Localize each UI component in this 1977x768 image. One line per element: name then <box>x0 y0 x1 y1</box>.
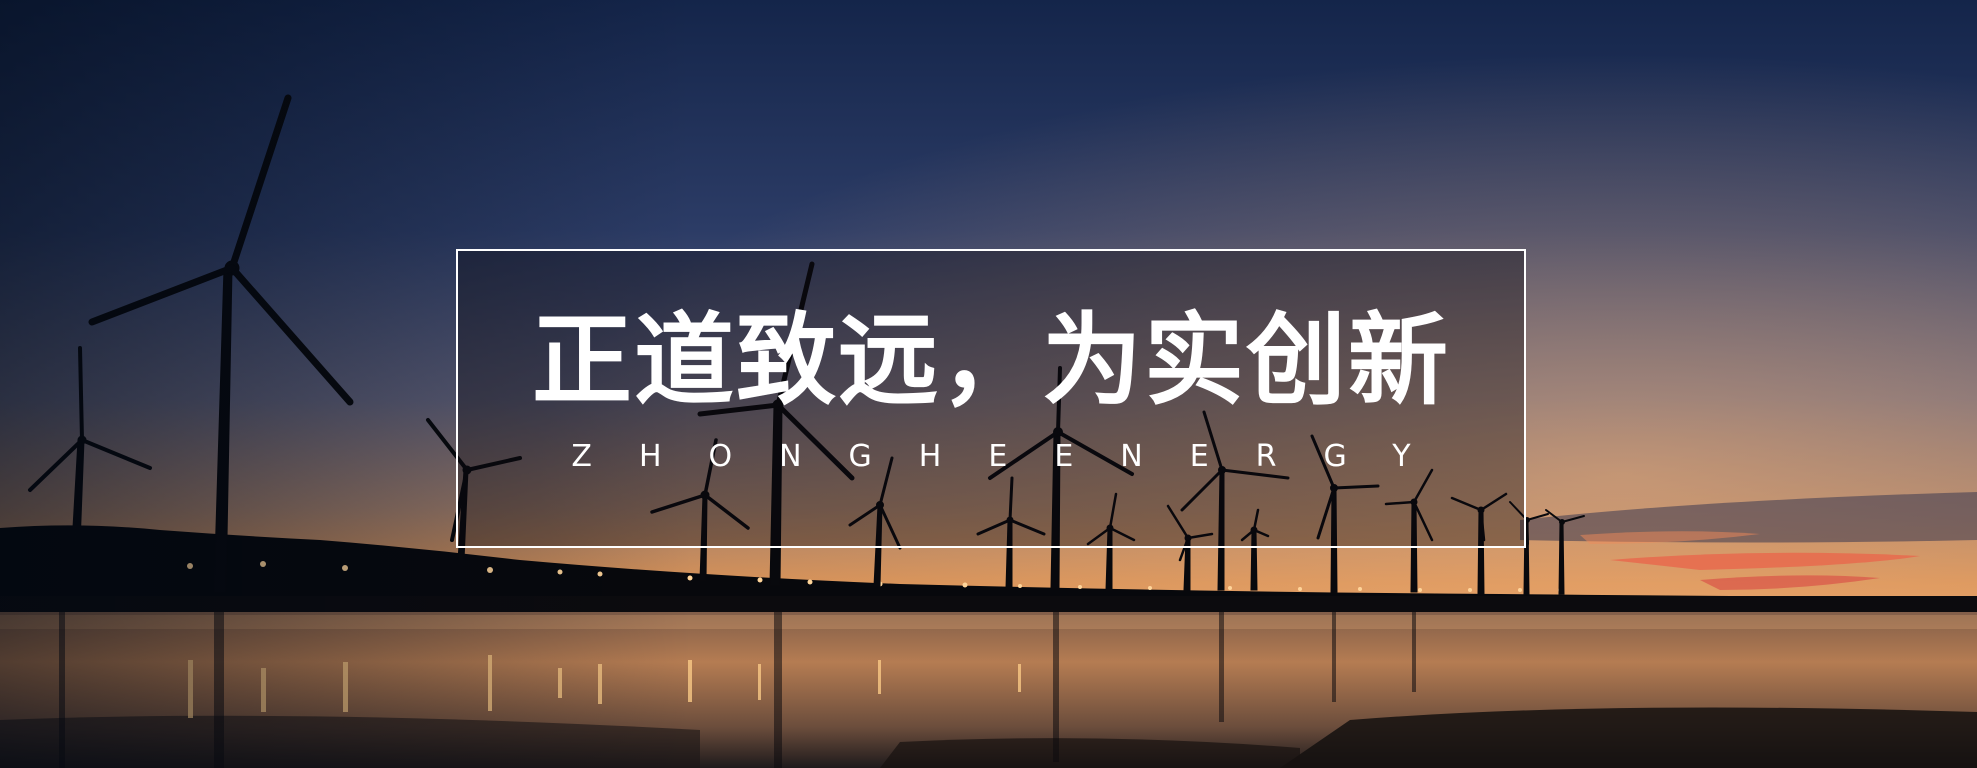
title-frame: 正道致远，为实创新 ZHONGHEENERGY <box>456 249 1526 548</box>
banner-subtitle: ZHONGHEENERGY <box>571 439 1458 474</box>
banner-headline: 正道致远，为实创新 <box>532 302 1450 419</box>
